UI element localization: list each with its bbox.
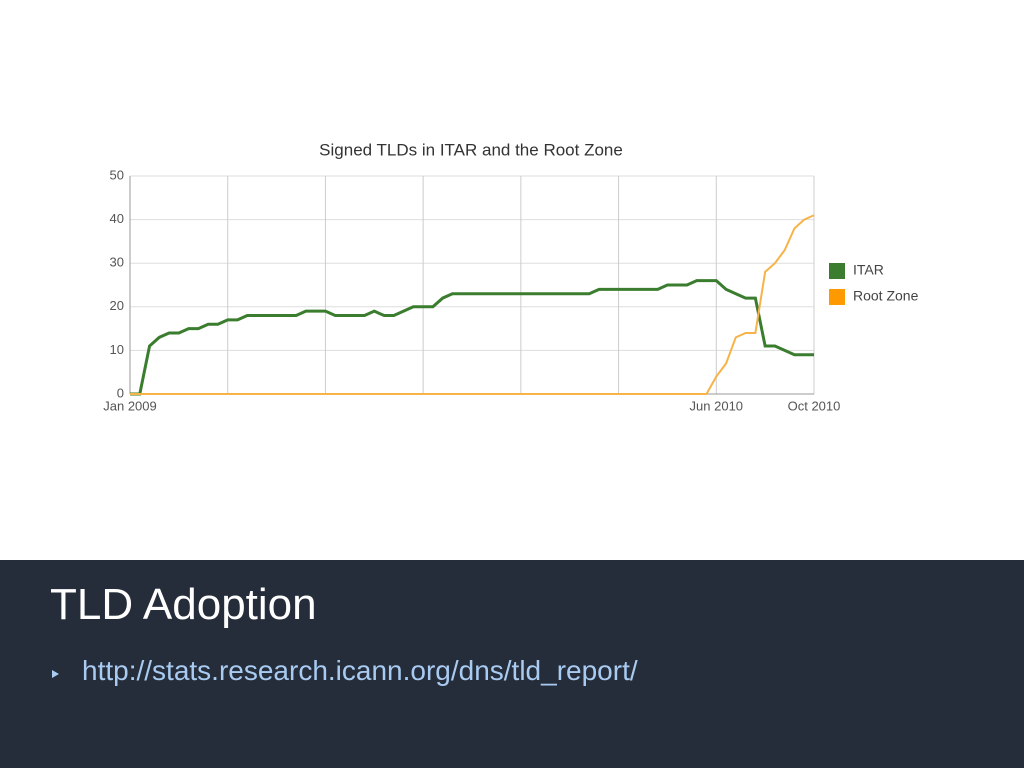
legend-swatch	[829, 263, 845, 279]
chart: Signed TLDs in ITAR and the Root Zone 0 1…	[103, 140, 919, 413]
bullet-marker	[52, 670, 59, 678]
y-tick-label: 30	[110, 255, 124, 270]
x-tick-label: Jun 2010	[690, 398, 744, 413]
x-tick-label: Oct 2010	[788, 398, 841, 413]
y-tick-label: 20	[110, 298, 124, 313]
footer-band	[0, 560, 1024, 768]
y-tick-label: 40	[110, 211, 124, 226]
series-line	[130, 214, 815, 395]
y-tick-label: 50	[110, 167, 124, 182]
x-tick-label: Jan 2009	[103, 398, 157, 413]
legend-label: ITAR	[853, 262, 884, 278]
chart-title: Signed TLDs in ITAR and the Root Zone	[319, 140, 623, 159]
y-tick-label: 10	[110, 342, 124, 357]
series-line	[130, 279, 814, 396]
legend-swatch	[829, 289, 845, 305]
slide-title: TLD Adoption	[50, 580, 317, 629]
link[interactable]: http://stats.research.icann.org/dns/tld_…	[82, 655, 638, 686]
legend-label: Root Zone	[853, 288, 919, 304]
y-tick-label: 0	[117, 385, 124, 400]
